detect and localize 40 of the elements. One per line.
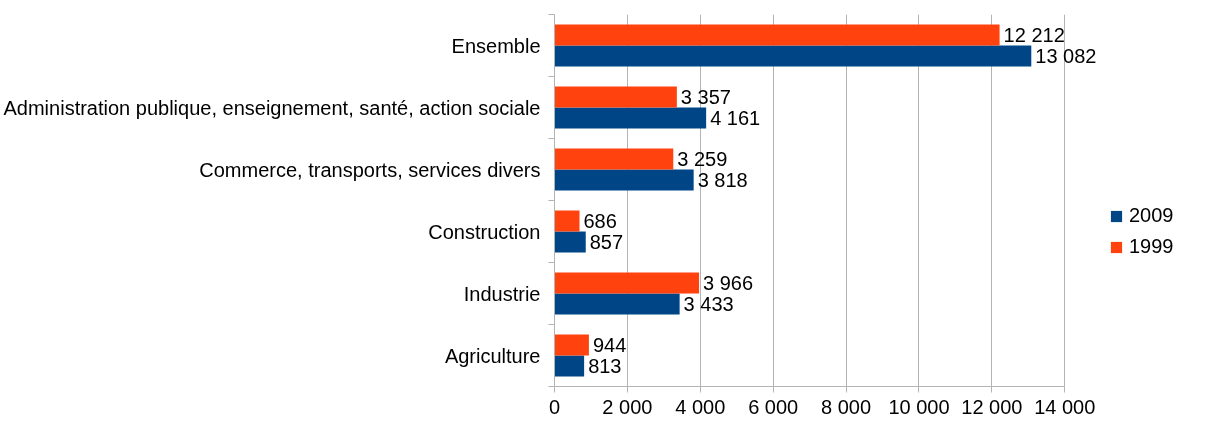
bar (554, 272, 700, 294)
bar (554, 45, 1032, 67)
bar (554, 231, 586, 253)
y-tick-label: Construction (428, 220, 541, 243)
bar (554, 334, 589, 356)
y-tick-label: Industrie (463, 282, 541, 305)
data-label: 3 966 (703, 271, 754, 294)
y-tick-label: Ensemble (451, 34, 541, 57)
bar (554, 107, 707, 129)
legend-label: 1999 (1129, 235, 1174, 258)
x-tick-label: 0 (548, 395, 561, 418)
bar (554, 148, 674, 170)
data-label: 4 161 (710, 107, 761, 130)
data-label: 13 082 (1035, 45, 1097, 68)
data-label: 944 (592, 333, 627, 356)
x-tick-label: 8 000 (821, 395, 872, 418)
y-tick-label: Agriculture (444, 344, 541, 367)
data-label: 857 (589, 231, 624, 254)
bar (554, 169, 694, 191)
data-label: 3 357 (680, 85, 731, 108)
bar (554, 355, 585, 377)
bar (554, 293, 680, 315)
x-tick-label: 14 000 (1034, 395, 1096, 418)
data-label: 12 212 (1003, 23, 1065, 46)
y-tick-label: Commerce, transports, services divers (199, 158, 541, 181)
bar (554, 86, 677, 108)
y-tick-label: Administration publique, enseignement, santé, action sociale (3, 96, 541, 119)
x-tick-label: 12 000 (961, 395, 1023, 418)
legend-label: 2009 (1129, 204, 1174, 227)
x-tick-label: 2 000 (602, 395, 653, 418)
x-tick-label: 6 000 (748, 395, 799, 418)
x-tick-label: 4 000 (675, 395, 726, 418)
data-label: 813 (588, 355, 622, 378)
bar (554, 210, 580, 232)
bar (554, 24, 1000, 46)
data-label: 686 (583, 209, 617, 232)
data-label: 3 818 (697, 169, 748, 192)
data-label: 3 433 (683, 293, 734, 316)
data-label: 3 259 (677, 147, 728, 170)
x-tick-label: 10 000 (888, 395, 950, 418)
